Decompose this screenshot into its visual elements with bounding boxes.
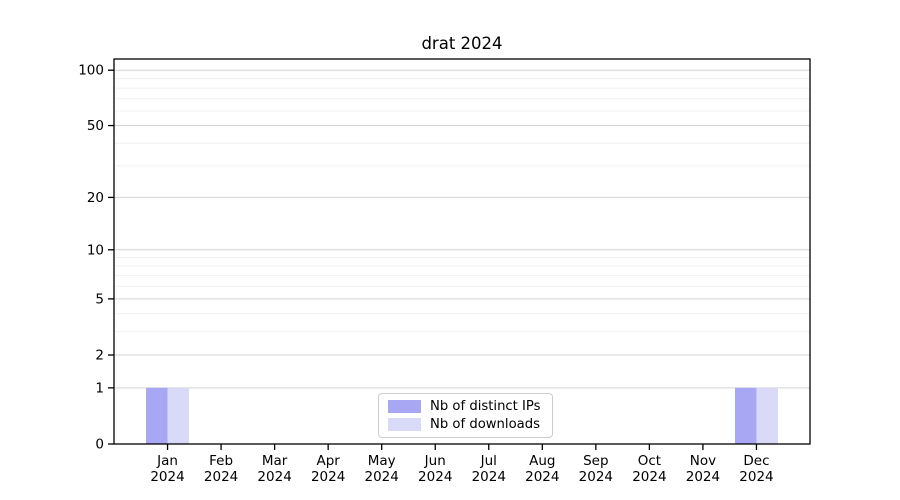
bar-downloads [167,387,190,444]
x-tick-label-year: 2024 [686,469,720,485]
bar-distinct-ips [734,387,757,444]
x-tick-label-month: Nov [690,453,716,469]
x-tick-label-year: 2024 [204,469,238,485]
x-tick-label-year: 2024 [472,469,506,485]
x-tick-label-month: Jun [424,453,446,469]
x-tick-label-month: Mar [262,453,288,469]
x-tick-label-month: Oct [638,453,661,469]
legend: Nb of distinct IPs Nb of downloads [378,393,553,438]
x-tick-label-month: Sep [583,453,608,469]
legend-label-downloads: Nb of downloads [430,417,540,432]
x-tick-label-month: Feb [209,453,233,469]
x-tick-label-year: 2024 [311,469,345,485]
x-tick-label-month: May [368,453,396,469]
x-tick-label-year: 2024 [150,469,184,485]
y-tick-label: 1 [95,380,104,396]
plot-border [113,58,811,445]
y-tick-label: 10 [87,242,104,258]
x-tick-label-year: 2024 [257,469,291,485]
legend-item-downloads: Nb of downloads [388,417,543,432]
legend-item-distinct-ips: Nb of distinct IPs [388,399,543,414]
bar-distinct-ips [146,387,168,444]
x-tick-label-year: 2024 [418,469,452,485]
legend-label-distinct-ips: Nb of distinct IPs [430,399,541,414]
x-tick-label-month: Jan [156,453,178,469]
y-tick-label: 20 [87,190,104,206]
x-tick-label-month: Aug [529,453,555,469]
y-tick-label: 50 [87,118,104,134]
x-tick-label-year: 2024 [632,469,666,485]
chart-title: drat 2024 [421,34,503,53]
y-tick-label: 100 [78,63,104,79]
legend-swatch-downloads [388,418,421,431]
x-tick-label-year: 2024 [739,469,773,485]
x-tick-label-month: Apr [316,453,340,469]
x-tick-label-year: 2024 [579,469,613,485]
x-tick-label-year: 2024 [365,469,399,485]
y-tick-label: 2 [95,348,104,364]
legend-swatch-distinct-ips [388,400,421,413]
bar-downloads [756,387,778,444]
y-tick-label: 5 [95,291,104,307]
x-tick-label-month: Jul [480,453,497,469]
x-tick-label-year: 2024 [525,469,559,485]
x-tick-label-month: Dec [743,453,769,469]
y-tick-label: 0 [95,437,104,453]
